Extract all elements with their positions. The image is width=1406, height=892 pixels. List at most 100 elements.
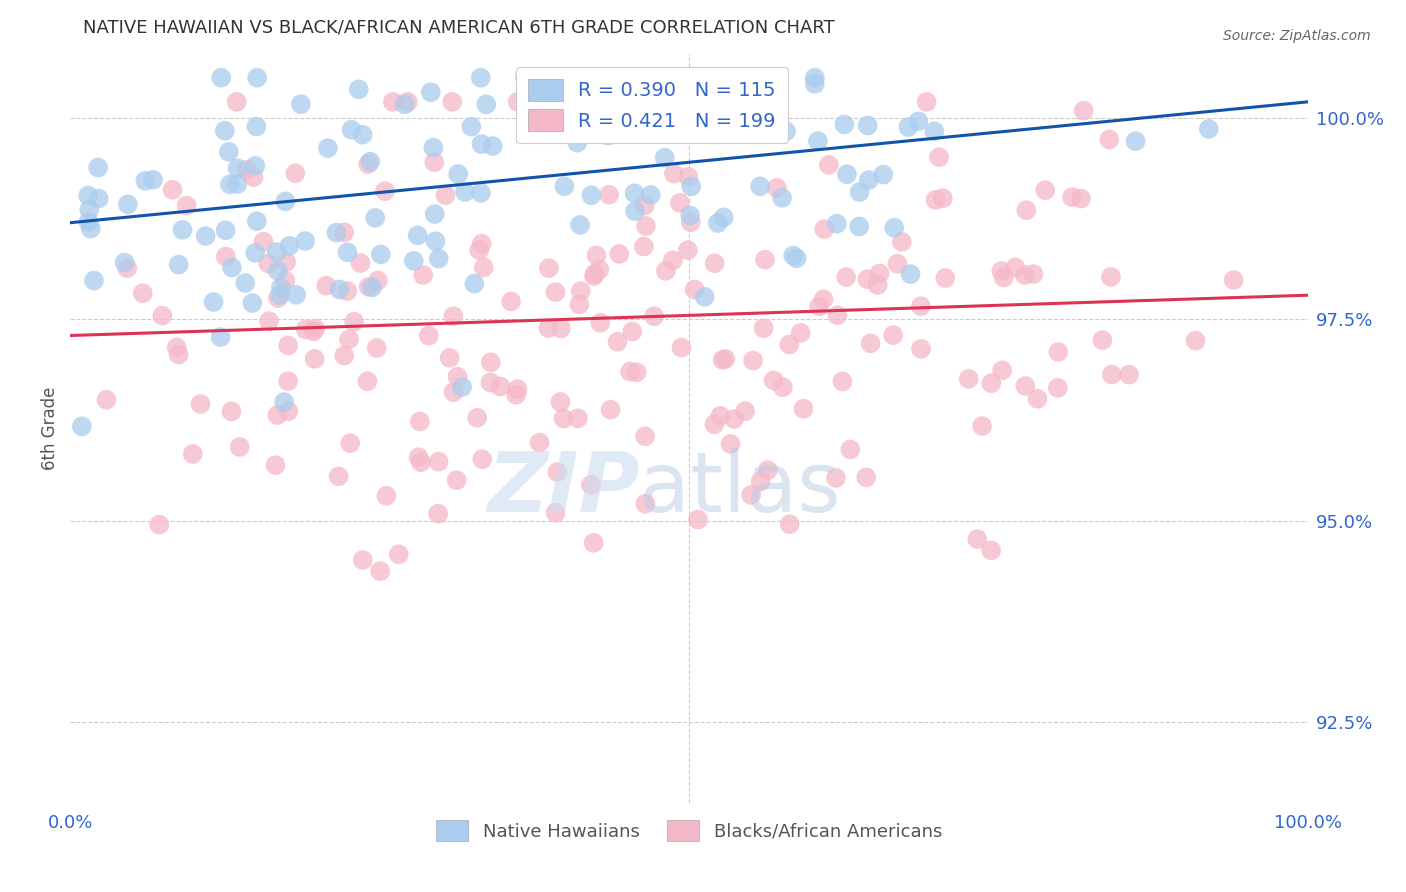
Point	[749, 474, 772, 488]
Point	[364, 211, 387, 225]
Point	[703, 256, 725, 270]
Point	[553, 411, 575, 425]
Point	[367, 273, 389, 287]
Point	[77, 202, 100, 217]
Point	[370, 247, 392, 261]
Point	[827, 308, 849, 322]
Point	[749, 179, 772, 194]
Y-axis label: 6th Grade: 6th Grade	[41, 386, 59, 470]
Point	[337, 332, 360, 346]
Point	[513, 70, 536, 85]
Point	[374, 184, 396, 198]
Point	[336, 284, 359, 298]
Point	[479, 376, 502, 390]
Point	[463, 277, 485, 291]
Point	[441, 310, 464, 324]
Point	[848, 185, 870, 199]
Point	[328, 469, 350, 483]
Point	[172, 223, 194, 237]
Point	[568, 95, 591, 109]
Point	[242, 170, 264, 185]
Point	[375, 489, 398, 503]
Point	[423, 207, 446, 221]
Point	[340, 122, 363, 136]
Point	[162, 183, 184, 197]
Point	[762, 373, 785, 387]
Point	[166, 340, 188, 354]
Point	[928, 150, 950, 164]
Point	[567, 136, 589, 150]
Point	[315, 278, 337, 293]
Point	[690, 126, 713, 140]
Point	[1014, 379, 1036, 393]
Point	[240, 296, 263, 310]
Point	[333, 349, 356, 363]
Point	[621, 325, 644, 339]
Point	[790, 326, 813, 340]
Point	[970, 419, 993, 434]
Point	[740, 488, 762, 502]
Point	[422, 141, 444, 155]
Point	[560, 114, 582, 128]
Point	[434, 188, 457, 202]
Point	[529, 435, 551, 450]
Point	[142, 173, 165, 187]
Point	[599, 402, 621, 417]
Point	[215, 250, 238, 264]
Point	[714, 351, 737, 366]
Point	[132, 286, 155, 301]
Point	[221, 260, 243, 275]
Point	[825, 471, 848, 485]
Point	[693, 290, 716, 304]
Point	[176, 198, 198, 212]
Point	[807, 299, 830, 313]
Point	[713, 78, 735, 92]
Point	[221, 404, 243, 418]
Text: atlas: atlas	[640, 448, 841, 529]
Point	[703, 417, 725, 432]
Point	[581, 188, 603, 202]
Point	[713, 211, 735, 225]
Point	[77, 188, 100, 202]
Point	[70, 419, 93, 434]
Point	[499, 294, 522, 309]
Point	[706, 216, 728, 230]
Point	[202, 295, 225, 310]
Point	[589, 316, 612, 330]
Point	[339, 436, 361, 450]
Point	[277, 404, 299, 418]
Text: ZIP: ZIP	[486, 448, 640, 529]
Point	[357, 280, 380, 294]
Point	[471, 236, 494, 251]
Point	[807, 134, 830, 148]
Point	[167, 258, 190, 272]
Point	[866, 278, 889, 293]
Point	[427, 252, 450, 266]
Point	[662, 253, 685, 268]
Point	[818, 158, 841, 172]
Point	[583, 267, 606, 281]
Point	[285, 287, 308, 301]
Point	[226, 161, 249, 176]
Point	[96, 392, 118, 407]
Point	[626, 365, 648, 379]
Point	[194, 229, 217, 244]
Point	[671, 341, 693, 355]
Point	[419, 85, 441, 99]
Point	[479, 355, 502, 369]
Point	[468, 243, 491, 257]
Point	[662, 167, 685, 181]
Point	[294, 234, 316, 248]
Point	[150, 309, 173, 323]
Point	[246, 214, 269, 228]
Point	[1184, 334, 1206, 348]
Point	[813, 222, 835, 236]
Point	[569, 218, 592, 232]
Point	[316, 141, 339, 155]
Point	[957, 372, 980, 386]
Point	[679, 215, 702, 229]
Point	[1099, 269, 1122, 284]
Point	[991, 363, 1014, 377]
Point	[343, 315, 366, 329]
Point	[804, 70, 827, 85]
